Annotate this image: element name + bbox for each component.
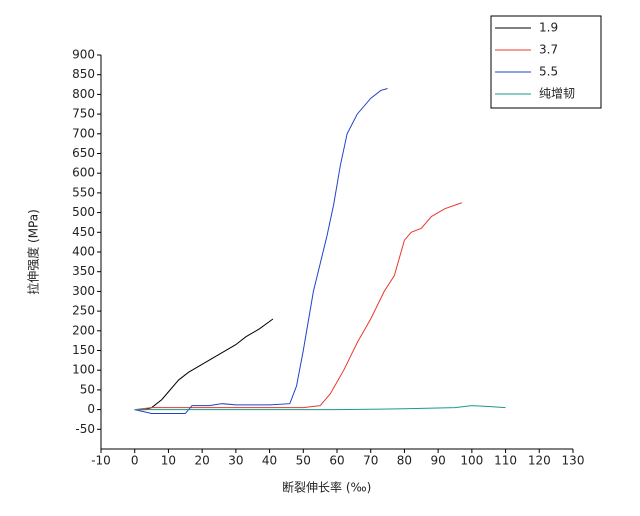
y-tick-label: 750 xyxy=(72,107,95,121)
legend-label: 1.9 xyxy=(539,21,558,35)
y-tick-label: 600 xyxy=(72,166,95,180)
y-tick-label: 300 xyxy=(72,284,95,298)
y-tick-label: 200 xyxy=(72,323,95,337)
y-tick-label: 550 xyxy=(72,185,95,199)
y-tick-label: 350 xyxy=(72,264,95,278)
legend-box xyxy=(490,15,602,109)
y-tick-label: 450 xyxy=(72,225,95,239)
y-tick-label: 850 xyxy=(72,67,95,81)
x-tick-label: 40 xyxy=(262,454,277,468)
x-tick-label: 130 xyxy=(562,454,585,468)
x-tick-label: 80 xyxy=(397,454,412,468)
legend-label: 5.5 xyxy=(539,65,558,79)
legend-label: 3.7 xyxy=(539,43,558,57)
x-tick-label: 120 xyxy=(528,454,551,468)
x-tick-label: 20 xyxy=(195,454,210,468)
y-tick-label: 50 xyxy=(80,382,95,396)
y-tick-label: 900 xyxy=(72,48,95,62)
y-tick-label: 700 xyxy=(72,126,95,140)
x-tick-label: -10 xyxy=(91,454,111,468)
x-tick-label: 30 xyxy=(228,454,243,468)
y-tick-label: 250 xyxy=(72,304,95,318)
x-tick-label: 10 xyxy=(161,454,176,468)
y-tick-label: 500 xyxy=(72,205,95,219)
x-tick-label: 50 xyxy=(296,454,311,468)
x-tick-label: 110 xyxy=(494,454,517,468)
series-line xyxy=(134,318,274,411)
series-line xyxy=(134,405,506,411)
x-tick-label: 90 xyxy=(431,454,446,468)
x-tick-label: 0 xyxy=(131,454,139,468)
x-tick-label: 60 xyxy=(329,454,344,468)
y-tick-label: 150 xyxy=(72,343,95,357)
x-tick-label: 70 xyxy=(363,454,378,468)
legend-label: 纯增韧 xyxy=(539,87,575,101)
y-axis-label: 拉伸强度 (MPa) xyxy=(26,209,41,295)
x-axis-label: 断裂伸长率 (‰) xyxy=(282,480,371,495)
y-tick-label: 650 xyxy=(72,146,95,160)
y-tick-label: -50 xyxy=(75,422,95,436)
y-tick-label: 800 xyxy=(72,87,95,101)
x-tick-label: 100 xyxy=(460,454,483,468)
y-tick-label: 0 xyxy=(87,402,95,416)
y-tick-label: 400 xyxy=(72,245,95,259)
series-line xyxy=(134,202,462,411)
series-line xyxy=(134,88,388,415)
y-tick-label: 100 xyxy=(72,363,95,377)
